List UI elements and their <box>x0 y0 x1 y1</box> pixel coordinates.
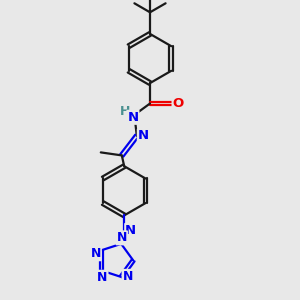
Text: N: N <box>125 224 136 237</box>
Text: O: O <box>172 97 184 110</box>
Text: N: N <box>117 231 127 244</box>
Text: N: N <box>97 271 107 284</box>
Text: N: N <box>91 247 101 260</box>
Text: N: N <box>123 270 133 283</box>
Text: N: N <box>127 111 139 124</box>
Text: N: N <box>138 129 149 142</box>
Text: H: H <box>120 105 130 118</box>
